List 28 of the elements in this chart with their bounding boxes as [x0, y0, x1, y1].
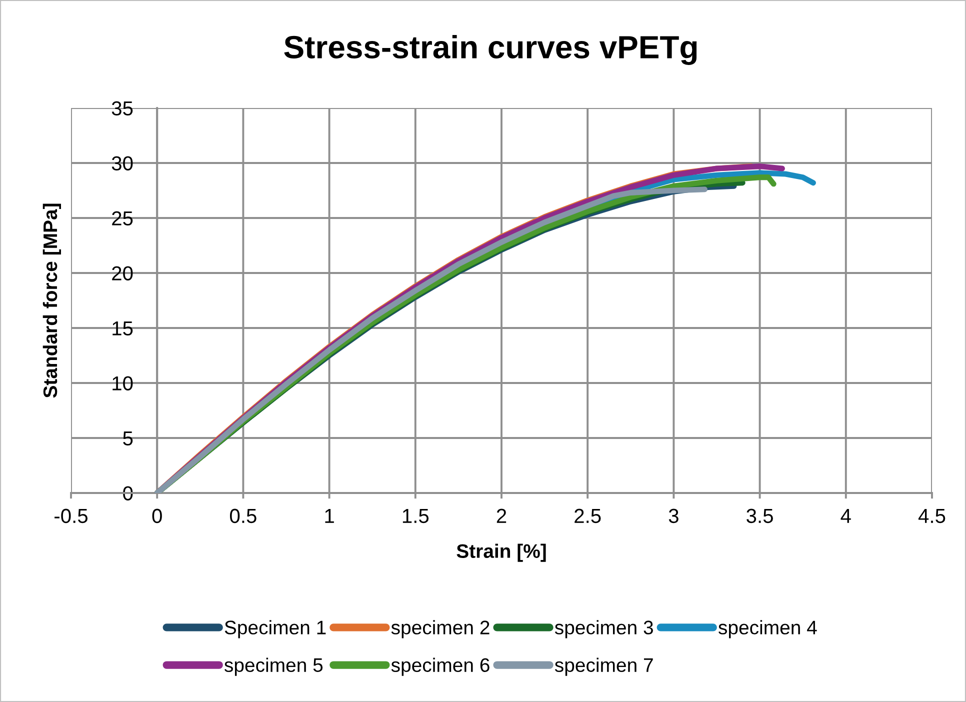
x-tick-label: -0.5 [54, 508, 88, 524]
x-tick-label: 3 [668, 508, 678, 524]
x-tick-label: 4 [840, 509, 851, 523]
x-tick-label: 3.5 [746, 508, 773, 524]
legend-label: specimen 7 [554, 658, 653, 676]
y-tick-label: 30 [112, 156, 133, 170]
x-tick-label: 0 [152, 508, 162, 524]
x-axis-title: Strain [%] [456, 544, 546, 562]
y-tick-label: 25 [112, 211, 133, 226]
legend-label: specimen 4 [718, 620, 817, 638]
chart-title: Stress-strain curves vPETg [284, 35, 697, 65]
x-tick-label: 1.5 [402, 509, 429, 524]
x-tick-label: 2.5 [574, 508, 601, 524]
y-tick-label: 20 [112, 266, 133, 280]
y-axis-title: Standard force [MPa] [42, 204, 61, 398]
y-tick-label: 5 [123, 431, 133, 446]
y-tick-label: 10 [112, 376, 133, 390]
x-tick-label: 0.5 [230, 508, 256, 524]
y-tick-label: 35 [112, 101, 133, 116]
x-tick-label: 4.5 [918, 509, 946, 524]
x-tick-label: 2 [496, 508, 506, 523]
legend-label: Specimen 1 [224, 620, 326, 638]
legend-label: specimen 2 [391, 620, 490, 638]
x-tick-label: 1 [325, 509, 334, 523]
legend-label: specimen 5 [224, 658, 323, 676]
legend-label: specimen 6 [391, 658, 490, 676]
y-tick-label: 15 [112, 321, 133, 336]
legend-label: specimen 3 [554, 620, 653, 638]
